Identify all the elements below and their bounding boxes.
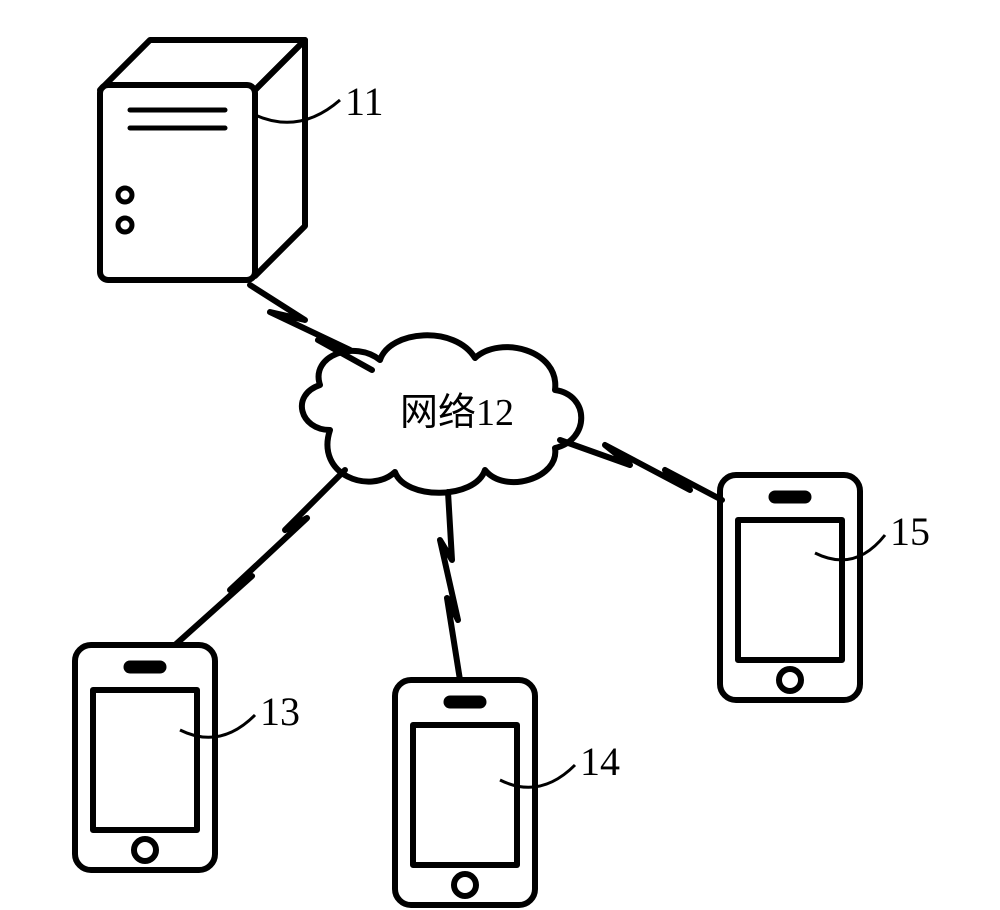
phone-13-node — [75, 645, 215, 870]
link-cloud-phone15 — [560, 440, 722, 500]
phone-13-label: 13 — [260, 689, 300, 734]
cloud-label: 网络12 — [400, 392, 514, 434]
server-node — [100, 40, 305, 280]
phone-14-node — [395, 680, 535, 905]
server-label: 11 — [345, 79, 384, 124]
link-cloud-phone13 — [175, 470, 345, 645]
phone-15-leader — [815, 535, 885, 560]
phone-15-label: 15 — [890, 509, 930, 554]
server-leader — [255, 100, 340, 122]
link-cloud-phone14 — [440, 492, 460, 680]
phone-14-label: 14 — [580, 739, 620, 784]
phone-15-node — [720, 475, 860, 700]
link-server-cloud — [250, 285, 372, 370]
network-diagram: 11 网络12 13 14 15 — [0, 0, 1000, 910]
